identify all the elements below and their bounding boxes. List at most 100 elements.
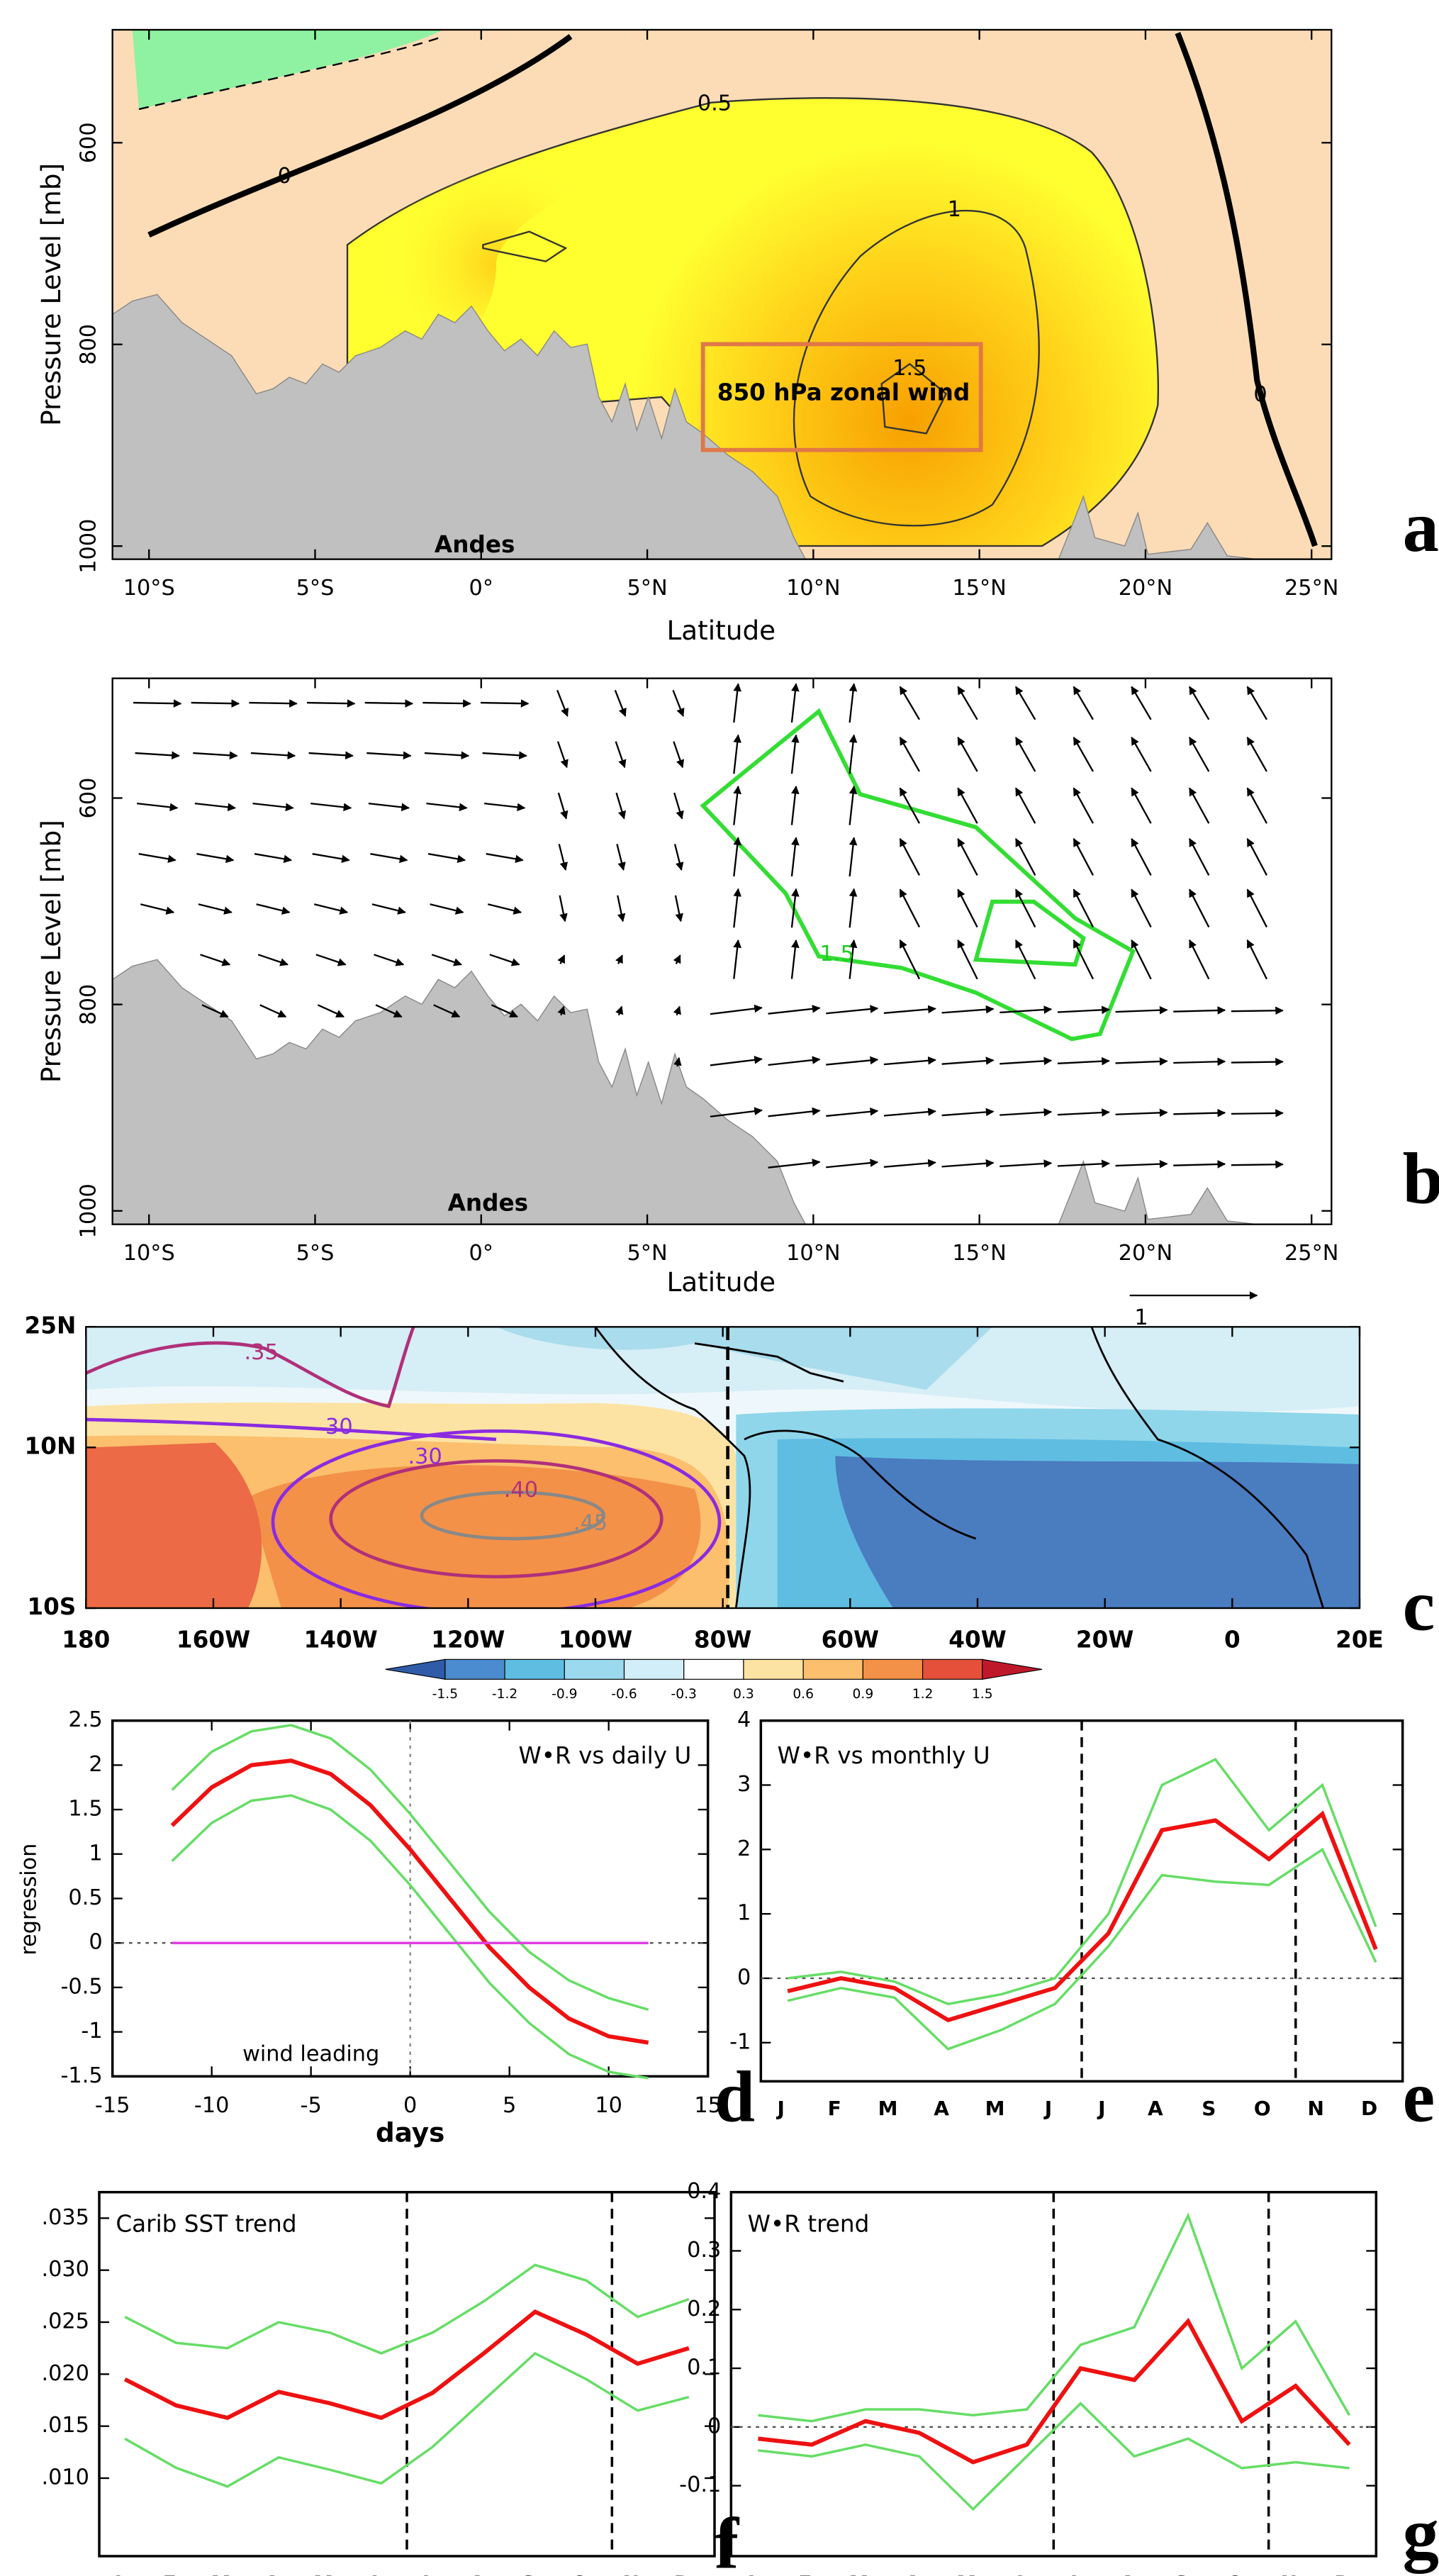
wind-vector — [1015, 736, 1036, 772]
wind-vector — [733, 939, 742, 979]
y-tick-label: 0 — [737, 1965, 751, 1990]
wind-vector — [1189, 736, 1210, 772]
panel-letter: d — [715, 2057, 755, 2137]
wind-vector — [200, 954, 231, 966]
series-line — [758, 2212, 1351, 2423]
panel-b-field — [111, 708, 1258, 1300]
x-tick-label: 10°N — [786, 1241, 840, 1266]
series-line — [787, 1847, 1377, 2051]
wind-vector — [484, 802, 526, 812]
wind-vector — [1246, 939, 1268, 980]
wind-vector — [1073, 888, 1094, 928]
x-tick-label: 60W — [822, 1627, 879, 1654]
wind-vector — [849, 888, 858, 928]
colorbar-cell — [623, 1658, 685, 1680]
panel-letter: g — [1403, 2494, 1439, 2574]
wind-vector — [1115, 1108, 1168, 1117]
plot-frame — [111, 1719, 710, 2078]
series-line — [171, 1794, 649, 2080]
panel-title: Carib SST trend — [116, 2210, 296, 2237]
wind-vector — [1173, 1057, 1226, 1066]
wind-vector — [1057, 1056, 1110, 1066]
y-tick-label: .030 — [41, 2257, 89, 2282]
wind-vector — [1073, 736, 1094, 772]
wind-vector — [673, 792, 684, 820]
wind-vector — [615, 792, 627, 820]
wind-vector — [1188, 888, 1210, 928]
wind-vector — [557, 792, 569, 820]
panel-letter: e — [1403, 2057, 1435, 2137]
wind-vector — [941, 1005, 995, 1014]
y-tick-label: 1.5 — [68, 1797, 102, 1822]
wind-vector — [1014, 837, 1036, 876]
month-label: D — [1334, 2572, 1350, 2576]
wind-vector — [488, 903, 522, 915]
wind-vector — [317, 1004, 345, 1018]
wind-vector — [614, 690, 627, 717]
colorbar-cell — [862, 1658, 924, 1680]
series-line — [787, 1810, 1378, 2023]
month-label: A — [264, 2572, 280, 2576]
y-tick-label: 1000 — [77, 519, 101, 574]
wind-vector — [768, 1159, 821, 1169]
month-label: A — [1148, 2097, 1163, 2120]
wind-vector — [137, 802, 179, 812]
y-tick-label: 0 — [707, 2414, 721, 2438]
wind-vector — [710, 1056, 763, 1066]
x-tick-label: 0 — [403, 2093, 417, 2118]
y-tick-label: 2 — [737, 1836, 751, 1861]
series-line — [787, 1758, 1377, 2006]
colorbar-cell — [802, 1658, 863, 1680]
month-label: M — [211, 2572, 231, 2576]
y-tick-label: 3 — [737, 1772, 751, 1797]
wind-vector — [615, 741, 627, 769]
y-tick-label: .015 — [41, 2413, 89, 2438]
annotation: 0 — [1253, 382, 1267, 407]
colorbar-label: 0.3 — [733, 1687, 754, 1702]
x-tick-label: 10°N — [786, 576, 840, 601]
wind-vector — [710, 1107, 763, 1117]
wind-vector — [557, 1005, 566, 1016]
wind-vector — [138, 853, 177, 864]
y-tick-label: -1 — [729, 2029, 751, 2054]
wind-vector — [1014, 939, 1036, 980]
month-label: F — [828, 2097, 841, 2120]
wind-vector — [768, 1107, 821, 1117]
wind-vector — [1246, 736, 1267, 772]
wind-vector — [849, 683, 858, 723]
wind-vector — [1073, 837, 1094, 876]
annotation: .40 — [504, 1478, 538, 1502]
panel-title: W•R trend — [748, 2210, 870, 2237]
month-label: S — [521, 2572, 535, 2576]
colorbar-label: 1.5 — [972, 1687, 993, 1702]
wind-vector — [375, 1004, 403, 1018]
wind-vector — [673, 1056, 682, 1067]
wind-vector — [193, 751, 238, 760]
panel-title: W•R vs daily U — [518, 1742, 691, 1769]
month-label: J — [776, 2097, 785, 2120]
month-label: D — [674, 2572, 690, 2576]
month-label: F — [163, 2572, 177, 2576]
y-tick-label: -1.5 — [60, 2063, 102, 2088]
wind-vector — [1231, 1006, 1284, 1015]
wind-vector — [615, 1005, 624, 1016]
panel-letter: a — [1403, 487, 1439, 567]
colorbar-cell — [385, 1658, 446, 1680]
annotation: 850 hPa zonal wind — [717, 379, 970, 406]
x-tick-label: 15°N — [952, 1241, 1006, 1266]
wind-vector — [790, 888, 800, 928]
month-label: O — [1254, 2097, 1271, 2120]
x-tick-label: 100W — [559, 1627, 632, 1654]
wind-vector — [849, 734, 858, 774]
wind-vector — [1014, 787, 1036, 824]
month-label: D — [1361, 2097, 1377, 2120]
wind-vector — [615, 954, 623, 964]
wind-vector — [1188, 939, 1210, 980]
wind-vector — [256, 903, 291, 915]
month-label: M — [956, 2572, 976, 2576]
wind-vector — [559, 895, 568, 922]
y-tick-label: 1000 — [76, 1183, 101, 1238]
wind-vector — [733, 734, 742, 774]
plot-frame — [111, 28, 1333, 560]
